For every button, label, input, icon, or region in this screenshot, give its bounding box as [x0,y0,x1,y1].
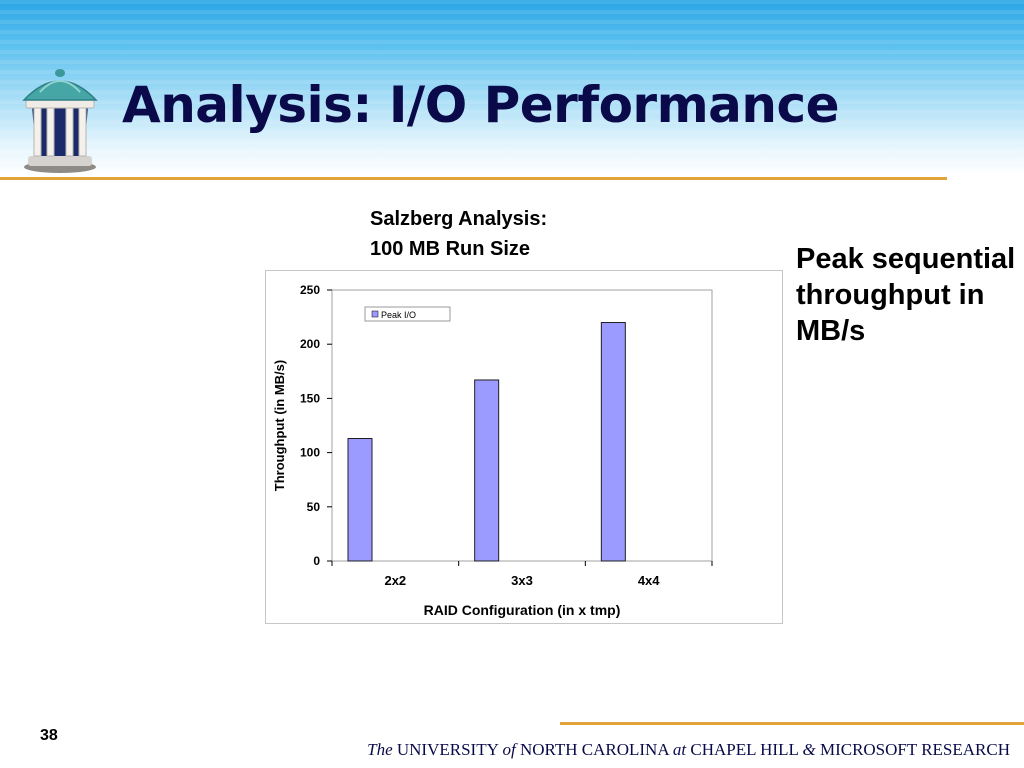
footer-north-carolina: NORTH CAROLINA [519,740,669,759]
footer-at: at [672,740,687,759]
chart-caption-line-2: 100 MB Run Size [370,238,531,260]
x-tick-label: 4x4 [638,573,660,588]
slide-title: Analysis: I/O Performance [122,76,840,134]
x-tick-label: 3x3 [511,573,533,588]
bar [347,438,373,562]
old-well-logo-icon [22,69,98,173]
x-axis-label: RAID Configuration (in x tmp) [424,602,621,618]
footer-microsoft-research: MICROSOFT RESEARCH [819,740,1010,759]
footer-university: UNIVERSITY [396,740,499,759]
y-tick-label: 50 [307,500,321,514]
y-tick-label: 100 [300,446,320,460]
footer-chapel-hill: CHAPEL HILL [690,740,799,759]
bar-chart: 0 50 100 150 200 250 2x2 3x3 4x4 Peak I/O Throu… [265,270,783,624]
page-number: 38 [40,727,58,744]
bar [600,322,626,562]
footer-ampersand: & [802,740,816,759]
x-tick-label: 2x2 [384,573,406,588]
y-tick-label: 250 [300,283,320,297]
y-tick-label: 200 [300,337,320,351]
chart-caption: Salzberg Analysis: 100 MB Run Size [370,204,547,264]
header-band [0,0,1024,175]
footer-the: The [367,740,393,759]
plot-area [331,289,713,562]
footer-of: of [502,740,516,759]
footer-institutions: The UNIVERSITY of NORTH CAROLINA at CHAP… [367,740,1010,760]
side-note: Peak sequential throughput in MB/s [796,243,1016,347]
y-tick-label: 150 [300,391,320,405]
legend: Peak I/O [364,306,451,322]
y-tick-label: 0 [313,554,320,568]
legend-box [364,306,451,322]
chart-caption-line-1: Salzberg Analysis: [370,208,548,230]
legend-swatch [371,310,379,318]
top-divider [0,177,947,180]
y-axis-label: Throughput (in MB/s) [272,360,287,491]
bottom-divider [560,722,1024,725]
legend-label: Peak I/O [381,310,416,320]
bar [474,379,500,562]
